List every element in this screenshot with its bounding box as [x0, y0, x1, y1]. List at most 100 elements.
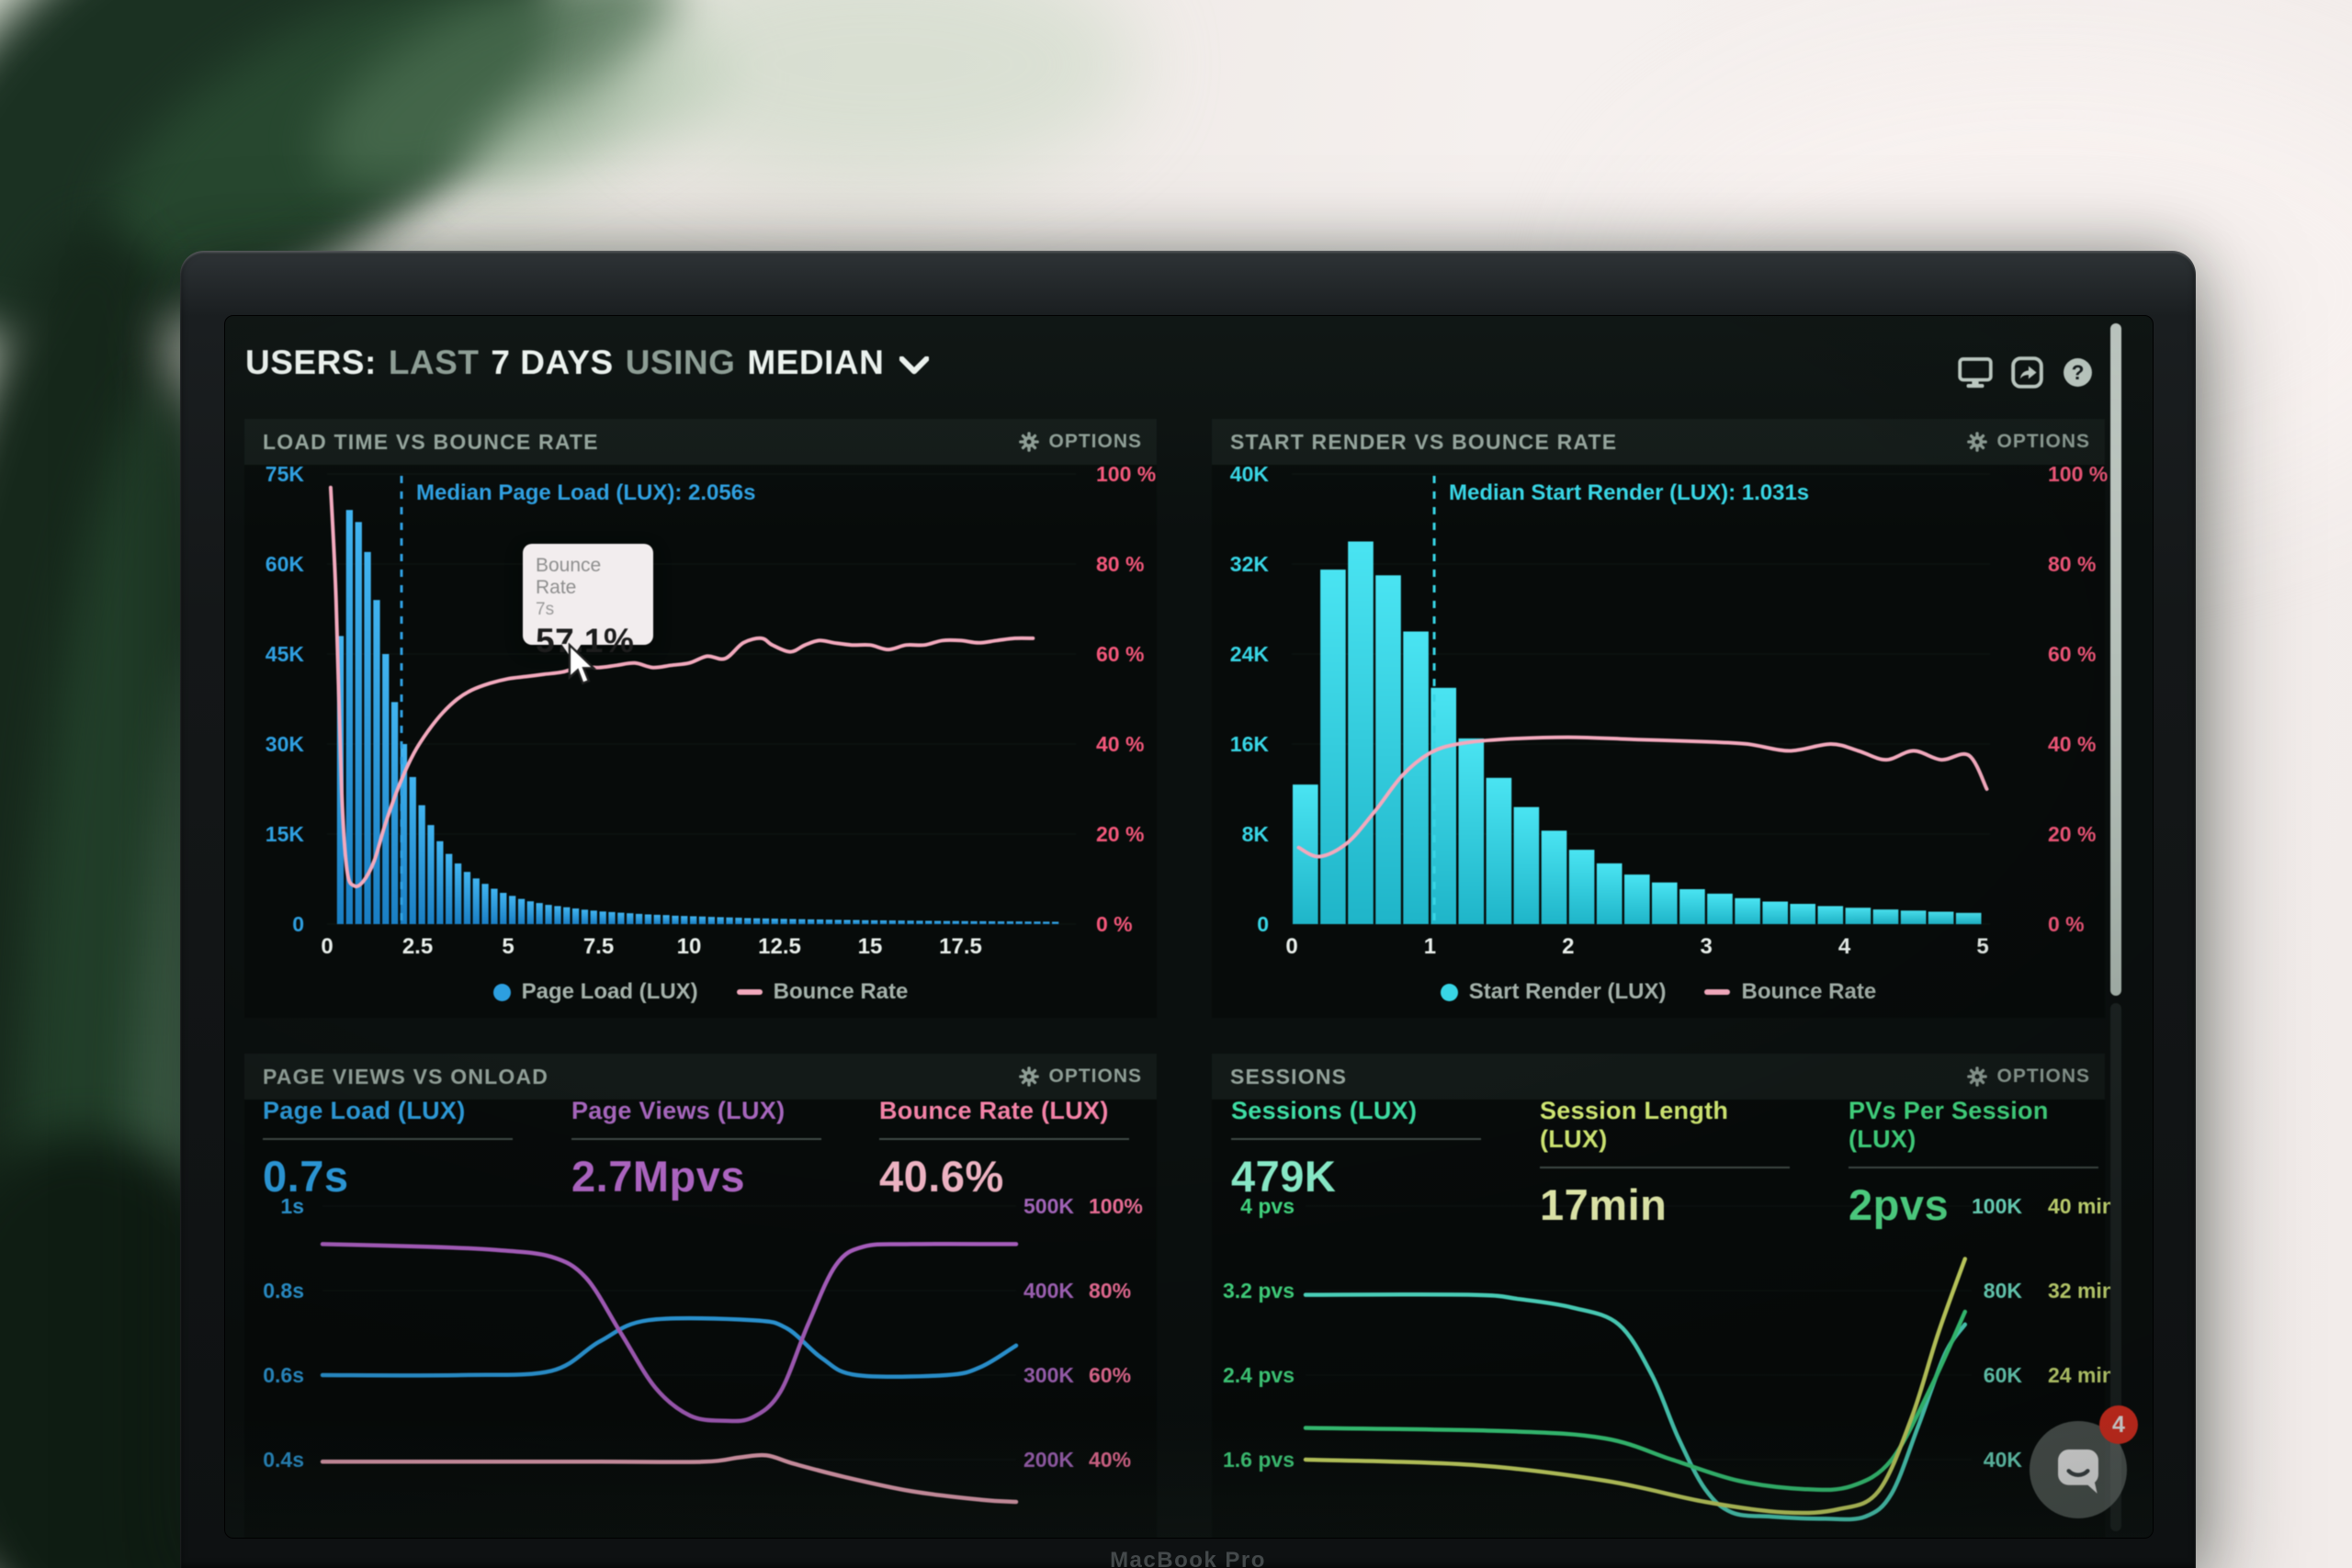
- metric-label: Session Length (LUX): [1540, 1097, 1729, 1153]
- legend-start-render: Start Render (LUX) Bounce Rate: [1212, 979, 2105, 1005]
- x-axis-label: 5: [1976, 934, 1988, 959]
- y-axis-label: 40K: [1230, 462, 1270, 486]
- metric-rule: [879, 1138, 1129, 1140]
- metric-value: 0.7s: [263, 1152, 349, 1201]
- histogram-bar: [1513, 807, 1540, 924]
- legend-item[interactable]: Bounce Rate: [736, 979, 908, 1005]
- y-axis-label: 60%: [1089, 1363, 1131, 1387]
- histogram-bar: [382, 654, 390, 924]
- histogram-bar: [1955, 912, 1982, 925]
- help-icon[interactable]: ?: [2062, 356, 2094, 389]
- tooltip-series: Bounce Rate: [536, 555, 602, 599]
- histogram-bar: [1375, 575, 1401, 925]
- histogram-bar: [1707, 893, 1733, 924]
- x-axis-label: 3: [1701, 934, 1713, 959]
- legend-item[interactable]: Start Render (LUX): [1440, 979, 1667, 1005]
- title-last: LAST: [388, 344, 480, 381]
- panel-header-sessions: SESSIONS OPTIONS: [1212, 1054, 2105, 1100]
- y-axis-label: 45K: [266, 642, 305, 666]
- scrollbar-thumb[interactable]: [2110, 323, 2121, 996]
- histogram-bar: [888, 920, 896, 924]
- histogram-bar: [446, 853, 453, 924]
- y-axis-label: 4 pvs: [1240, 1194, 1295, 1218]
- y-axis-label: 20 %: [2048, 822, 2096, 846]
- y-axis-label: 2.4 pvs: [1223, 1363, 1295, 1387]
- bounce-rate-line: [328, 485, 1035, 889]
- dashboard-screen: USERS: LAST 7 DAYS USING MEDIAN: [224, 315, 2154, 1539]
- histogram-bar: [1052, 921, 1059, 924]
- chart-sessions: 4 pvs 3.2 pvs 2.4 pvs 1.6 pvs 100K 80K 60K 40K 4…: [1223, 1194, 2115, 1522]
- options-label: OPTIONS: [1048, 431, 1142, 452]
- histogram-bar: [1762, 901, 1788, 924]
- x-axis-label: 4: [1838, 934, 1851, 959]
- median-annotation: Median Start Render (LUX): 1.031s: [1449, 480, 1809, 505]
- histogram-bar: [871, 919, 878, 924]
- y-axis-label: 100K: [1972, 1194, 2022, 1218]
- histogram-bar: [1624, 874, 1650, 924]
- metric-rule: [263, 1138, 513, 1140]
- histogram-bar: [1348, 541, 1374, 924]
- histogram-bar: [635, 913, 643, 924]
- y-axis-label: 1.6 pvs: [1223, 1448, 1295, 1472]
- x-axis-label: 15: [858, 934, 883, 959]
- histogram-bar: [672, 915, 679, 924]
- histogram-bar: [879, 920, 888, 924]
- trend-line: [1303, 1309, 1968, 1493]
- x-axis-label: 2: [1562, 934, 1574, 959]
- panel-header-start-render: START RENDER VS BOUNCE RATE OPTIONS: [1212, 419, 2105, 465]
- histogram-bar: [454, 863, 462, 924]
- x-axis-label: 0: [1285, 934, 1297, 959]
- y-axis-label: 0.8s: [263, 1279, 304, 1303]
- y-axis-label: 80K: [1984, 1279, 2023, 1303]
- x-axis-label: 7.5: [583, 934, 614, 959]
- chart-load-time-vs-bounce-rate: 75K 60K 45K 30K 15K 0 100 % 80 % 60 % 40 % 20 % 0 %…: [266, 462, 1156, 959]
- histogram-bar: [943, 920, 951, 924]
- metric-label: Sessions (LUX): [1231, 1097, 1418, 1124]
- y-axis-label: 24K: [1230, 642, 1270, 666]
- options-button[interactable]: OPTIONS: [1966, 431, 2090, 453]
- options-button[interactable]: OPTIONS: [1966, 1066, 2090, 1088]
- histogram-bar: [1679, 889, 1705, 924]
- page-title[interactable]: USERS: LAST 7 DAYS USING MEDIAN: [245, 344, 930, 382]
- brand-label: MacBook Pro: [1110, 1548, 1266, 1568]
- panel-title: LOAD TIME VS BOUNCE RATE: [263, 429, 599, 454]
- x-axis-label: 2.5: [402, 934, 433, 959]
- y-axis-label: 200K: [1023, 1448, 1074, 1472]
- y-axis-label: 0.4s: [263, 1448, 304, 1472]
- chat-widget-button[interactable]: [2030, 1421, 2127, 1518]
- histogram-bar: [707, 917, 715, 924]
- title-using: USING: [625, 344, 736, 381]
- metric-value: 40.6%: [879, 1152, 1004, 1201]
- histogram-bar: [753, 918, 761, 924]
- y-axis-label: 0.6s: [263, 1363, 304, 1387]
- histogram-bar: [563, 907, 571, 924]
- y-axis-label: 40 %: [2048, 732, 2096, 756]
- histogram-bar: [1403, 631, 1429, 924]
- share-icon[interactable]: [2011, 356, 2043, 389]
- options-button[interactable]: OPTIONS: [1018, 1066, 1142, 1088]
- y-axis-label: 0 %: [1096, 912, 1133, 936]
- histogram-bar: [481, 884, 489, 924]
- histogram-bar: [989, 921, 996, 924]
- histogram-bar: [491, 888, 498, 924]
- y-axis-label: 80 %: [2048, 552, 2096, 576]
- scrollbar-track[interactable]: [2110, 1003, 2121, 1531]
- y-axis-label: 32 min: [2048, 1279, 2115, 1303]
- chevron-down-icon[interactable]: [899, 356, 930, 375]
- histogram-bar: [1900, 910, 1927, 924]
- histogram-bar: [617, 912, 625, 924]
- histogram-bar: [853, 919, 860, 924]
- y-axis-label: 32K: [1230, 552, 1270, 576]
- histogram-bar: [690, 916, 697, 924]
- legend-item[interactable]: Page Load (LUX): [492, 979, 698, 1005]
- histogram-bar: [933, 920, 942, 924]
- histogram-bar: [590, 910, 597, 924]
- legend-item[interactable]: Bounce Rate: [1704, 979, 1876, 1005]
- options-button[interactable]: OPTIONS: [1018, 431, 1142, 453]
- gear-icon: [1967, 432, 1988, 452]
- legend-label: Start Render (LUX): [1468, 979, 1667, 1004]
- histogram-bar: [627, 913, 634, 924]
- histogram-bar: [1845, 908, 1871, 924]
- histogram-bar: [843, 919, 851, 924]
- display-icon[interactable]: [1958, 356, 1993, 389]
